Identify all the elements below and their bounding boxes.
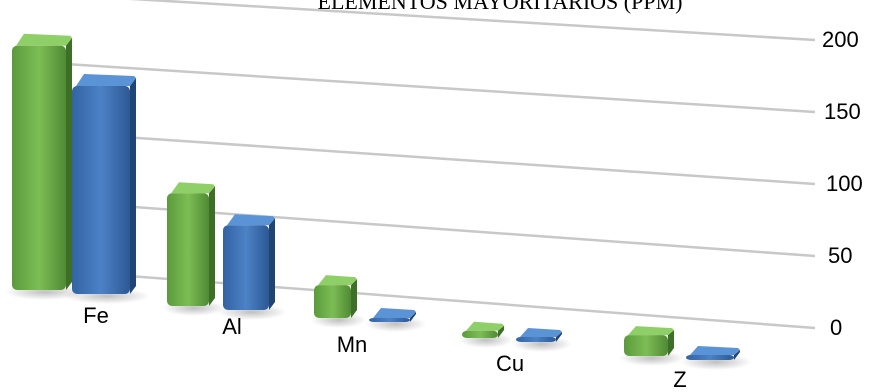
bar-top: [466, 321, 504, 331]
gridline-0: [49, 268, 816, 330]
gridline-50: [49, 199, 816, 258]
category-label-mn: Mn: [337, 332, 368, 357]
bar-al-series-2: [223, 225, 269, 310]
y-tick-label: 200: [822, 27, 859, 52]
bar-side: [209, 186, 215, 306]
bar-side: [556, 332, 562, 342]
bar-top: [318, 275, 357, 286]
y-tick-label: 100: [826, 171, 863, 196]
bar-top: [690, 346, 740, 355]
bar-side: [66, 37, 72, 290]
category-label-z: Z: [673, 367, 686, 392]
bar-top: [227, 214, 275, 226]
y-axis-ticks: 0 50 100 150 200: [822, 27, 863, 340]
gridline-150: [49, 61, 816, 114]
bar-top: [373, 308, 416, 318]
category-labels: Fe Al Mn Cu Z: [83, 303, 687, 392]
bar-al-series-1: [167, 193, 209, 306]
gridline-100: [49, 130, 816, 186]
bar-side: [130, 78, 136, 294]
bar-side: [410, 312, 416, 322]
bar-side: [668, 330, 674, 356]
bar-top: [171, 182, 215, 194]
bar-mn-series-1: [314, 285, 351, 318]
y-tick-label: 150: [824, 99, 861, 124]
category-label-fe: Fe: [83, 303, 109, 328]
y-tick-label: 50: [828, 243, 852, 268]
bar-side: [351, 279, 357, 318]
bar-fe-series-1: [12, 45, 66, 290]
bar-top: [76, 74, 136, 86]
bar-side: [498, 325, 504, 338]
bar-fe-series-2: [72, 86, 130, 294]
bar-side: [269, 218, 275, 310]
grid-lines: [49, 0, 816, 330]
bar-side: [734, 350, 740, 360]
bar-top: [628, 326, 674, 336]
y-tick-label: 0: [830, 315, 842, 340]
category-label-cu: Cu: [496, 351, 524, 376]
bars: [12, 33, 740, 360]
bar-top: [520, 328, 562, 337]
chart-title: ELEMENTOS MAYORITARIOS (PPM): [318, 0, 683, 14]
bar-cu-series-1: [462, 330, 498, 338]
bar-z-series-2: [686, 355, 734, 360]
bar-z-series-1: [624, 335, 668, 356]
category-label-al: Al: [222, 314, 242, 339]
bar-cu-series-2: [516, 337, 556, 342]
bar-top: [16, 33, 72, 46]
bar-mn-series-2: [369, 318, 410, 322]
gridline-200: [128, 0, 816, 42]
